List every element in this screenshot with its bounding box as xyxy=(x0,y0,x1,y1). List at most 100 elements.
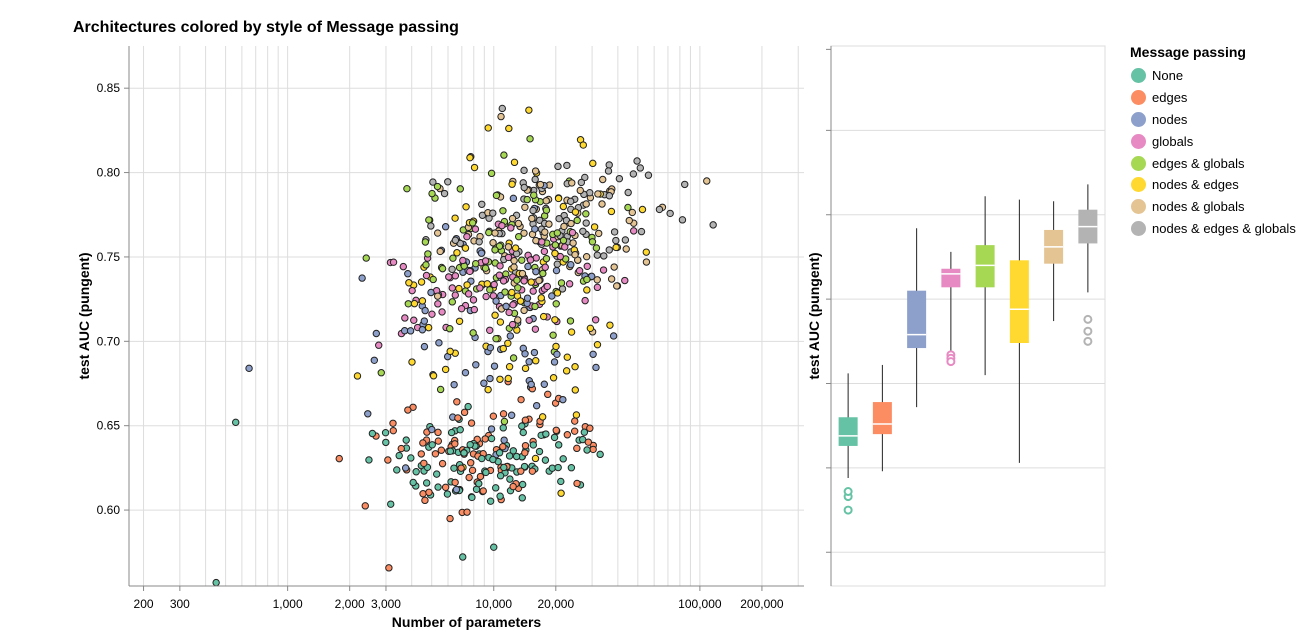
scatter-point xyxy=(399,262,408,271)
scatter-point xyxy=(589,350,597,358)
scatter-point xyxy=(518,422,526,430)
scatter-point xyxy=(461,368,470,377)
scatter-point xyxy=(586,424,594,432)
scatter-point xyxy=(459,256,467,265)
scatter-point xyxy=(505,362,514,371)
scatter-point xyxy=(629,170,638,178)
scatter-point xyxy=(605,161,613,169)
scatter-point xyxy=(481,435,489,443)
x-tick-label: 10,000 xyxy=(475,597,512,611)
scatter-point xyxy=(433,182,442,191)
scatter-point xyxy=(555,214,563,223)
legend-item[interactable]: None xyxy=(1130,65,1296,87)
scatter-point xyxy=(440,189,449,198)
scatter-point xyxy=(538,238,546,246)
scatter-point xyxy=(589,445,597,454)
legend-label: None xyxy=(1152,68,1184,84)
legend-item[interactable]: edges & globals xyxy=(1130,152,1296,174)
scatter-point xyxy=(407,454,415,462)
scatter-point xyxy=(621,276,629,285)
legend-item[interactable]: nodes xyxy=(1130,109,1296,131)
scatter-point xyxy=(446,325,454,333)
scatter-point xyxy=(504,374,512,383)
scatter-point xyxy=(604,167,613,175)
scatter-point xyxy=(573,216,581,225)
scatter-point xyxy=(508,180,516,188)
scatter-point xyxy=(447,428,456,437)
scatter-point xyxy=(521,441,530,450)
scatter-point xyxy=(404,270,412,278)
scatter-point xyxy=(212,578,220,587)
scatter-point xyxy=(441,483,450,491)
scatter-point xyxy=(542,197,550,205)
scatter-point xyxy=(389,419,397,427)
legend-item[interactable]: nodes & globals xyxy=(1130,196,1296,218)
scatter-point xyxy=(408,286,416,295)
scatter-point xyxy=(389,258,398,266)
legend-title: Message passing xyxy=(1130,44,1246,60)
box-marks xyxy=(838,184,1098,515)
scatter-point xyxy=(571,363,579,371)
box-outlier xyxy=(946,357,956,367)
x-tick-label: 1,000 xyxy=(273,597,303,611)
scatter-point xyxy=(655,205,664,214)
scatter-point xyxy=(245,364,253,373)
y-tick-label: 0.60 xyxy=(97,503,121,517)
scatter-point xyxy=(516,297,525,305)
scatter-point xyxy=(559,202,568,211)
scatter-point xyxy=(582,219,590,227)
scatter-point xyxy=(539,269,547,278)
legend-item[interactable]: globals xyxy=(1130,130,1296,152)
scatter-point xyxy=(520,166,528,175)
scatter-point xyxy=(548,292,556,300)
legend-swatch xyxy=(1131,199,1146,215)
scatter-point xyxy=(514,284,522,292)
box-body xyxy=(838,417,858,446)
legend-swatch xyxy=(1131,155,1146,171)
scatter-point xyxy=(595,229,603,238)
scatter-point xyxy=(460,449,468,457)
scatter-point xyxy=(506,475,514,483)
scatter-point xyxy=(526,135,534,143)
legend-swatch xyxy=(1131,90,1146,106)
scatter-point xyxy=(468,493,476,502)
scatter-point xyxy=(464,290,473,298)
scatter-point xyxy=(418,326,427,334)
scatter-point xyxy=(569,239,577,247)
scatter-point xyxy=(401,464,410,472)
scatter-point xyxy=(232,418,240,427)
scatter-point xyxy=(443,490,452,498)
y-tick-label: 0.65 xyxy=(97,419,121,433)
legend-item[interactable]: edges xyxy=(1130,87,1296,109)
x-tick-label: 100,000 xyxy=(678,597,722,611)
scatter-point xyxy=(490,543,498,551)
scatter-point xyxy=(428,441,436,449)
box-body xyxy=(975,245,995,288)
legend-swatch xyxy=(1131,220,1146,236)
scatter-point xyxy=(610,263,618,271)
scatter-point xyxy=(582,252,591,261)
x-tick-label: 200 xyxy=(134,597,154,611)
scatter-point xyxy=(590,223,599,231)
scatter-point xyxy=(567,261,575,269)
scatter-point xyxy=(436,385,445,394)
scatter-point xyxy=(542,254,551,263)
scatter-point xyxy=(592,363,600,372)
scatter-point xyxy=(405,279,413,287)
scatter-point xyxy=(453,398,461,406)
scatter-point xyxy=(453,249,461,257)
scatter-point xyxy=(625,216,633,225)
scatter-point xyxy=(433,292,442,300)
scatter-point xyxy=(476,284,484,292)
scatter-point xyxy=(577,178,586,187)
scatter-point xyxy=(541,456,550,464)
scatter-point xyxy=(612,243,620,252)
scatter-point xyxy=(497,112,505,121)
scatter-point xyxy=(433,229,442,237)
scatter-point xyxy=(557,279,566,287)
legend-item[interactable]: nodes & edges & globals xyxy=(1130,218,1296,240)
legend-item[interactable]: nodes & edges xyxy=(1130,174,1296,196)
box-grid xyxy=(830,45,1106,587)
scatter-point xyxy=(600,252,608,260)
scatter-point xyxy=(505,452,514,460)
